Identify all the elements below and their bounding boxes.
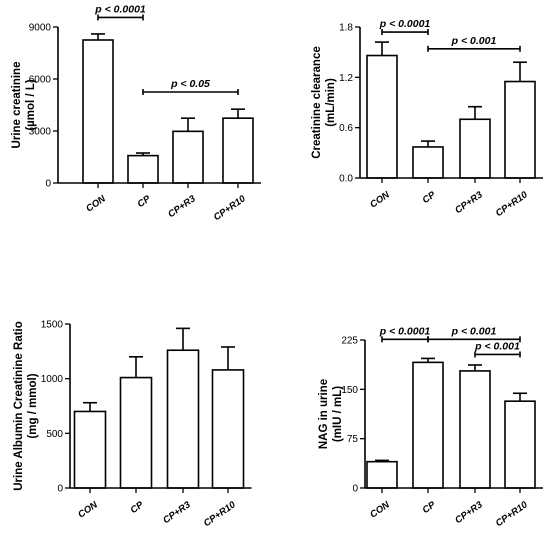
bar-cp-r3 xyxy=(166,349,200,489)
bar-con xyxy=(73,410,107,489)
chart-urine-albumin-creatinine-ratio: 0 500 1000 1500 CON CP CP+R3 CP+R10 Urine Albumi… xyxy=(13,320,252,529)
y-tick-label: 225 xyxy=(341,336,358,347)
bar-cp xyxy=(412,146,444,179)
x-tick-label: CON xyxy=(84,193,109,215)
x-tick-label: CP+R10 xyxy=(494,189,531,219)
bar-con xyxy=(366,54,398,179)
y-tick-label: 75 xyxy=(347,434,359,445)
y-tick-label: 0 xyxy=(45,179,51,190)
y-axis-label-line: NAG in urine xyxy=(318,379,330,449)
y-axis-label-line: (mIU / mL) xyxy=(332,386,344,442)
chart-urine-creatinine: 0 3000 6000 9000 CON CP CP+R3 CP+R10 Urine creat… xyxy=(11,3,261,223)
x-tick-label: CP xyxy=(129,499,147,516)
bar-con xyxy=(366,460,398,489)
y-tick-label: 1500 xyxy=(41,320,64,331)
bar-cp xyxy=(119,376,153,489)
y-tick-label: 1.2 xyxy=(339,73,353,84)
significance-label: p < 0.001 xyxy=(451,35,497,47)
x-tick-label: CP+R10 xyxy=(494,499,531,529)
bar-cp xyxy=(127,154,159,184)
x-tick-label: CP+R10 xyxy=(212,193,249,223)
y-axis-label-line: (mg / mmol) xyxy=(27,373,39,438)
y-tick-label: 0 xyxy=(57,484,63,495)
y-tick-label: 150 xyxy=(341,385,358,396)
y-tick-label: 1.8 xyxy=(339,23,353,34)
x-tick-label: CP+R10 xyxy=(202,499,239,529)
x-tick-label: CP xyxy=(421,189,439,206)
bar-cp-r10 xyxy=(504,80,536,179)
x-tick-label: CON xyxy=(368,189,393,211)
y-tick-label: 3000 xyxy=(29,127,52,138)
y-axis-label-line: Creatinine clearance xyxy=(311,46,323,159)
x-tick-label: CP+R3 xyxy=(453,499,485,526)
y-axis-label-line: (mL/min) xyxy=(325,78,337,127)
bar-con xyxy=(82,39,114,184)
bar-cp-r10 xyxy=(222,117,254,184)
y-tick-label: 0.6 xyxy=(339,123,353,134)
y-axis-label: NAG in urine (mIU / mL) xyxy=(318,379,344,449)
y-tick-label: 500 xyxy=(46,429,63,440)
y-tick-label: 0 xyxy=(352,484,358,495)
significance-label: p < 0.0001 xyxy=(379,18,431,30)
chart-creatinine-clearance: 0.0 0.6 1.2 1.8 CON CP CP+R3 CP+R10 Creatinine c… xyxy=(311,18,543,219)
y-axis-label: Creatinine clearance (mL/min) xyxy=(311,46,337,159)
y-axis-label: Urine Albumin Creatinine Ratio (mg / mmol… xyxy=(13,321,39,491)
y-axis-label: Urine creatinine (µmol / L) xyxy=(11,62,37,149)
significance-label: p < 0.001 xyxy=(451,325,497,337)
bar-cp-r3 xyxy=(459,370,491,489)
x-tick-label: CON xyxy=(368,499,393,521)
x-tick-label: CP+R3 xyxy=(161,499,193,526)
y-tick-label: 1000 xyxy=(41,374,64,385)
bar-cp-r10 xyxy=(504,400,536,489)
y-axis-label-line: Urine creatinine xyxy=(11,62,23,149)
bar-cp-r10 xyxy=(211,369,245,489)
x-tick-label: CP xyxy=(421,499,439,516)
y-axis-label-line: (µmol / L) xyxy=(25,79,37,131)
bar-cp xyxy=(412,361,444,489)
significance-label: p < 0.05 xyxy=(170,78,210,90)
y-tick-label: 6000 xyxy=(29,75,52,86)
x-tick-label: CP+R3 xyxy=(453,189,485,216)
y-axis-label-line: Urine Albumin Creatinine Ratio xyxy=(13,321,25,491)
x-tick-label: CP+R3 xyxy=(166,193,198,220)
significance-label: p < 0.001 xyxy=(474,340,520,352)
bar-cp-r3 xyxy=(459,118,491,179)
chart-nag-in-urine: 0 75 150 225 CON CP CP+R3 CP+R10 NAG in urine (mI… xyxy=(318,325,543,529)
x-tick-label: CON xyxy=(76,499,101,521)
x-tick-label: CP xyxy=(136,193,154,210)
significance-label: p < 0.0001 xyxy=(379,325,431,337)
y-tick-label: 0.0 xyxy=(339,174,353,185)
y-tick-label: 9000 xyxy=(29,23,52,34)
significance-label: p < 0.0001 xyxy=(94,3,146,15)
bar-cp-r3 xyxy=(172,130,204,184)
